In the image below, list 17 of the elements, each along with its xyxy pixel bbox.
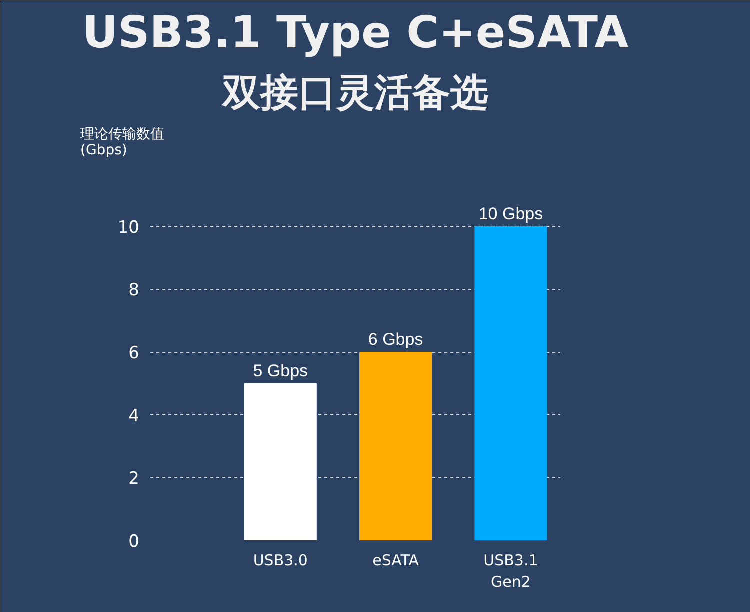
y-tick-label: 10: [118, 218, 140, 238]
y-tick-label: 8: [128, 280, 140, 301]
data-label: 6 Gbps: [368, 330, 424, 349]
data-label: 10 Gbps: [478, 204, 544, 224]
data-label: 5 Gbps: [253, 361, 308, 380]
y-tick-label: 6: [128, 344, 140, 364]
y-axis-title: 理论传输数值 (Gbps): [80, 126, 164, 158]
x-tick-label: USB3.1 Gen2: [484, 552, 538, 592]
y-tick-label: 2: [128, 469, 140, 490]
chart-subtitle: 双接口灵活备选: [220, 70, 488, 114]
bar: [360, 352, 432, 540]
bar: [474, 226, 548, 540]
y-tick-label: 0: [128, 532, 140, 552]
chart-title: USB3.1 Type C+eSATA: [82, 8, 629, 58]
y-tick-label: 4: [128, 406, 140, 426]
x-tick-label: eSATA: [372, 552, 420, 570]
x-tick-label: USB3.0: [253, 552, 308, 570]
